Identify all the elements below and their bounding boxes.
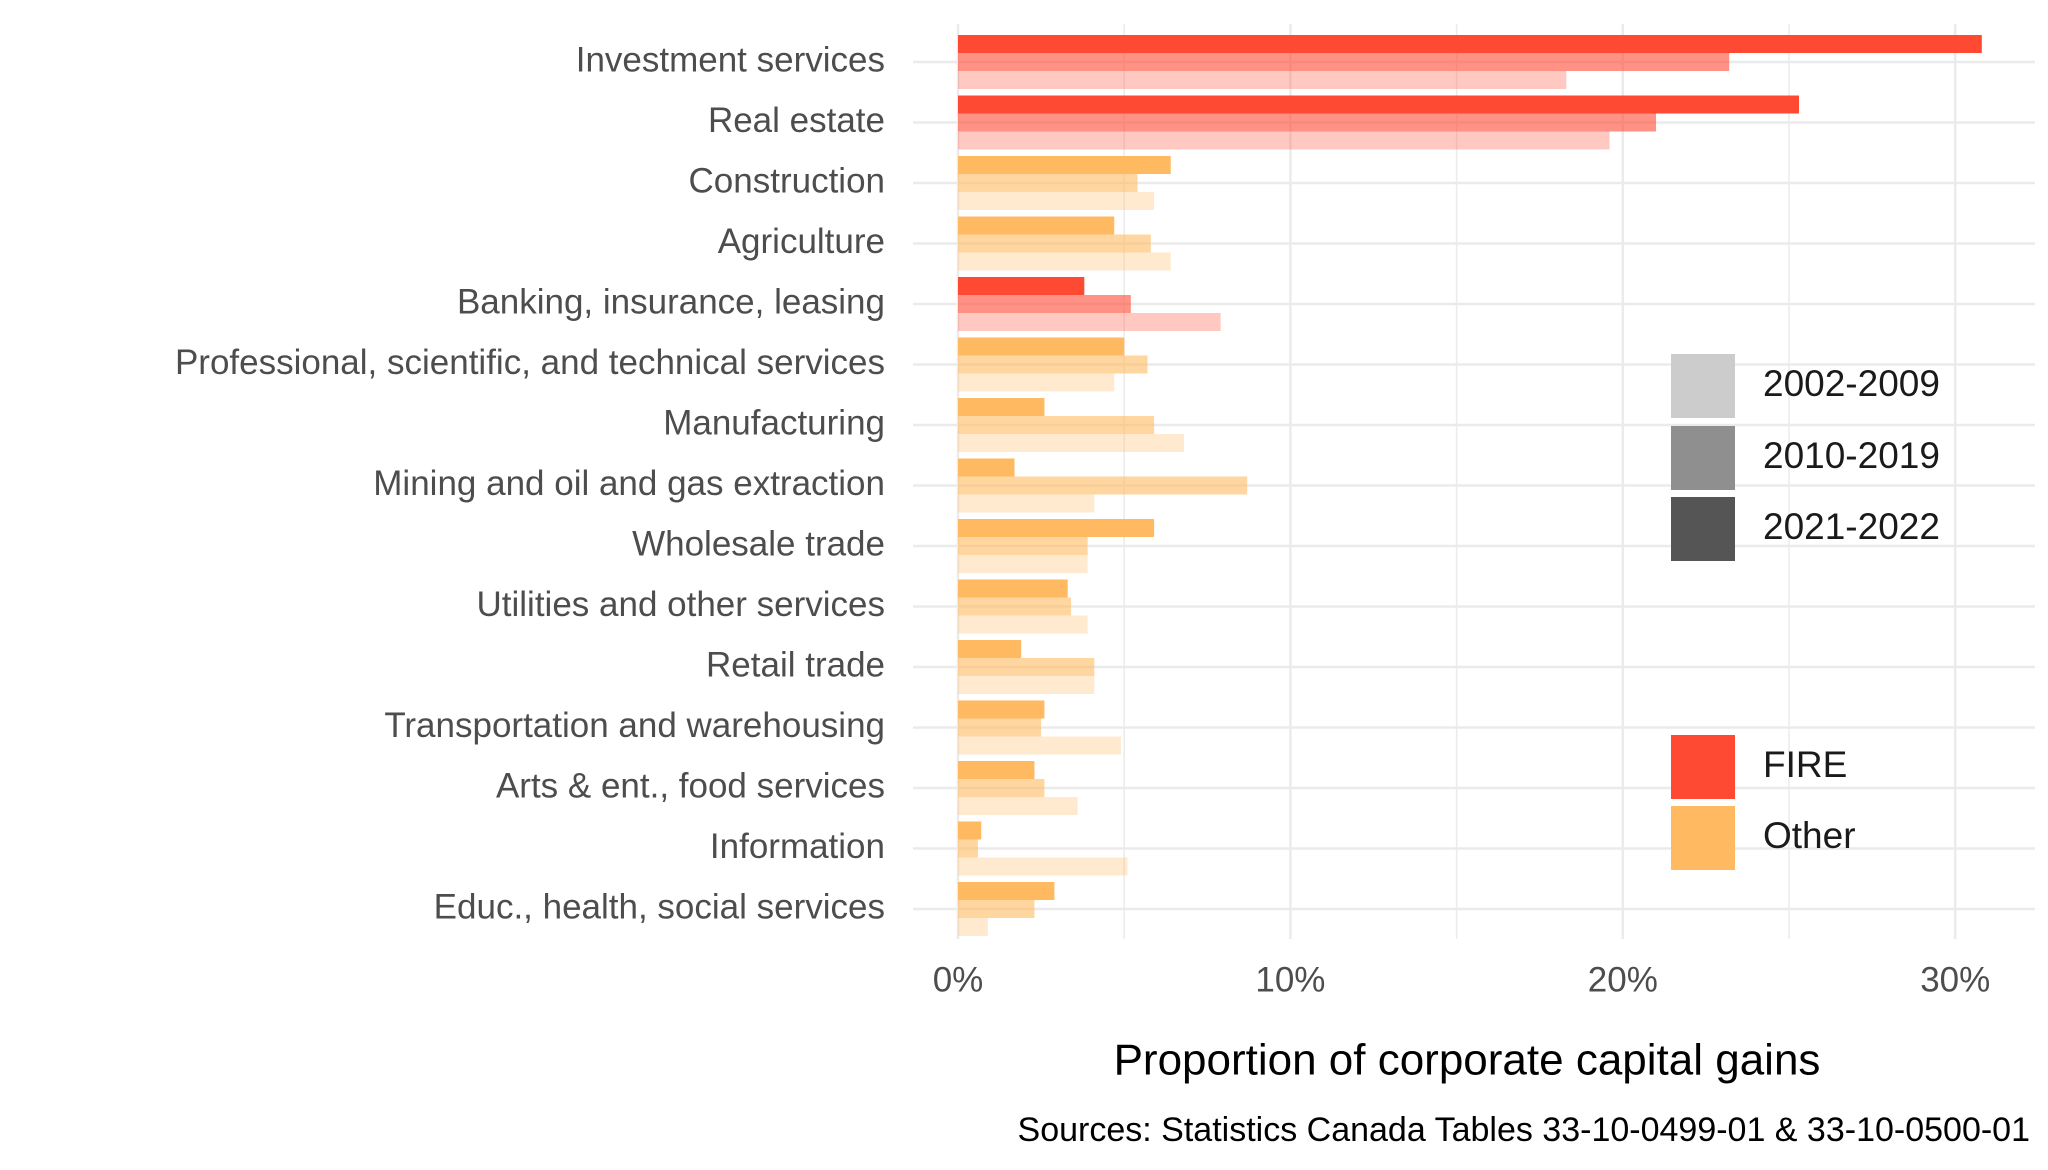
legend-swatch (1671, 806, 1735, 870)
bar (958, 918, 988, 936)
source-note: Sources: Statistics Canada Tables 33-10-… (1018, 1111, 2030, 1149)
category-label: Transportation and warehousing (384, 706, 885, 745)
bar (958, 373, 1115, 392)
bar (958, 640, 1022, 658)
category-label: Retail trade (706, 645, 885, 684)
x-tick-label: 20% (1588, 960, 1658, 999)
bar (958, 192, 1155, 210)
bar (958, 882, 1055, 900)
bar (958, 579, 1068, 598)
bar (958, 174, 1138, 192)
bar (958, 252, 1171, 271)
bar (958, 779, 1045, 797)
bar (958, 700, 1045, 719)
legend-swatch (1671, 354, 1735, 418)
bar (958, 398, 1045, 416)
bar (958, 555, 1088, 573)
bar (958, 658, 1095, 676)
bar (958, 35, 1982, 53)
x-axis-title: Proportion of corporate capital gains (1114, 1036, 1821, 1085)
legend-label: FIRE (1763, 744, 1847, 785)
bar (958, 295, 1131, 313)
bar (958, 797, 1078, 815)
bar (958, 458, 1015, 477)
bar (958, 216, 1115, 235)
legend-label: 2010-2019 (1763, 435, 1940, 476)
bar (958, 597, 1072, 616)
bar (958, 900, 1035, 918)
x-tick-label: 10% (1255, 960, 1325, 999)
legend-label: Other (1763, 815, 1856, 856)
category-label: Professional, scientific, and technical … (175, 343, 885, 382)
bar (958, 277, 1085, 295)
category-label: Mining and oil and gas extraction (373, 464, 885, 503)
bar (958, 355, 1148, 374)
bar (958, 519, 1155, 537)
bar (958, 113, 1657, 132)
category-label: Agriculture (718, 222, 885, 261)
bar (958, 537, 1088, 555)
category-label: Educ., health, social services (434, 887, 885, 926)
category-label: Investment services (576, 40, 885, 79)
bar (958, 434, 1185, 452)
category-label: Construction (689, 161, 885, 200)
legend-swatch (1671, 735, 1735, 799)
category-label: Manufacturing (663, 403, 885, 442)
category-label: Real estate (708, 101, 885, 140)
bar (958, 71, 1567, 89)
bar (958, 53, 1730, 71)
legend-swatch (1671, 497, 1735, 561)
bar (958, 615, 1088, 634)
bar (958, 676, 1095, 694)
bar (958, 494, 1095, 513)
category-label: Arts & ent., food services (496, 766, 885, 805)
bar (958, 95, 1799, 114)
bar (958, 476, 1248, 495)
bar (958, 234, 1151, 253)
bar (958, 156, 1171, 174)
x-tick-label: 0% (933, 960, 984, 999)
legend-swatch (1671, 426, 1735, 490)
category-label: Utilities and other services (477, 585, 886, 624)
bar (958, 736, 1121, 755)
bar (958, 761, 1035, 779)
legend-label: 2021-2022 (1763, 506, 1940, 547)
bar (958, 718, 1042, 737)
bar (958, 821, 982, 840)
bar (958, 839, 978, 858)
bar (958, 313, 1221, 331)
bar (958, 857, 1128, 876)
bar (958, 131, 1610, 150)
bar (958, 337, 1125, 356)
category-label: Wholesale trade (632, 524, 885, 563)
x-tick-label: 30% (1920, 960, 1990, 999)
legend-label: 2002-2009 (1763, 363, 1940, 404)
bar (958, 416, 1155, 434)
category-label: Banking, insurance, leasing (457, 282, 885, 321)
category-label: Information (710, 827, 885, 866)
